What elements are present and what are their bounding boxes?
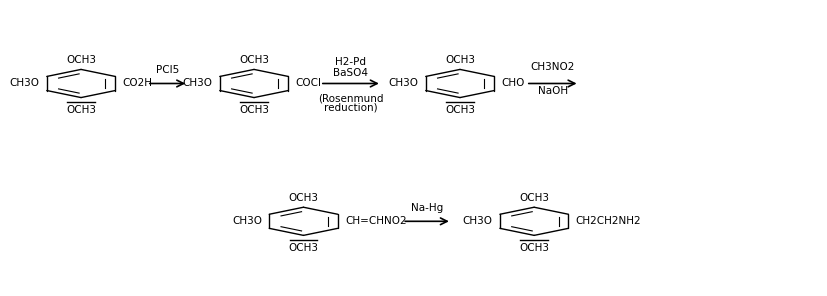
- Text: CHO: CHO: [501, 78, 524, 89]
- Text: OCH3: OCH3: [66, 55, 96, 65]
- Text: CH2CH2NH2: CH2CH2NH2: [575, 216, 641, 226]
- Text: OCH3: OCH3: [519, 243, 548, 253]
- Text: NaOH: NaOH: [537, 86, 567, 96]
- Text: (Rosenmund: (Rosenmund: [318, 94, 383, 104]
- Text: COCl: COCl: [295, 78, 321, 89]
- Text: OCH3: OCH3: [66, 105, 96, 115]
- Text: OCH3: OCH3: [444, 55, 475, 65]
- Text: OCH3: OCH3: [444, 105, 475, 115]
- Text: OCH3: OCH3: [519, 193, 548, 203]
- Text: H2-Pd: H2-Pd: [335, 57, 366, 67]
- Text: Na-Hg: Na-Hg: [410, 202, 442, 213]
- Text: BaSO4: BaSO4: [333, 67, 368, 78]
- Text: OCH3: OCH3: [288, 193, 318, 203]
- Text: OCH3: OCH3: [239, 105, 269, 115]
- Text: CH3O: CH3O: [232, 216, 261, 226]
- Text: CH3O: CH3O: [388, 78, 418, 89]
- Text: CH=CHNO2: CH=CHNO2: [345, 216, 406, 226]
- Text: OCH3: OCH3: [239, 55, 269, 65]
- Text: CH3NO2: CH3NO2: [530, 62, 574, 72]
- Text: OCH3: OCH3: [288, 243, 318, 253]
- Text: CH3O: CH3O: [462, 216, 492, 226]
- Text: CH3O: CH3O: [9, 78, 40, 89]
- Text: CH3O: CH3O: [182, 78, 213, 89]
- Text: PCl5: PCl5: [155, 65, 179, 75]
- Text: CO2H: CO2H: [122, 78, 152, 89]
- Text: reduction): reduction): [323, 102, 377, 112]
